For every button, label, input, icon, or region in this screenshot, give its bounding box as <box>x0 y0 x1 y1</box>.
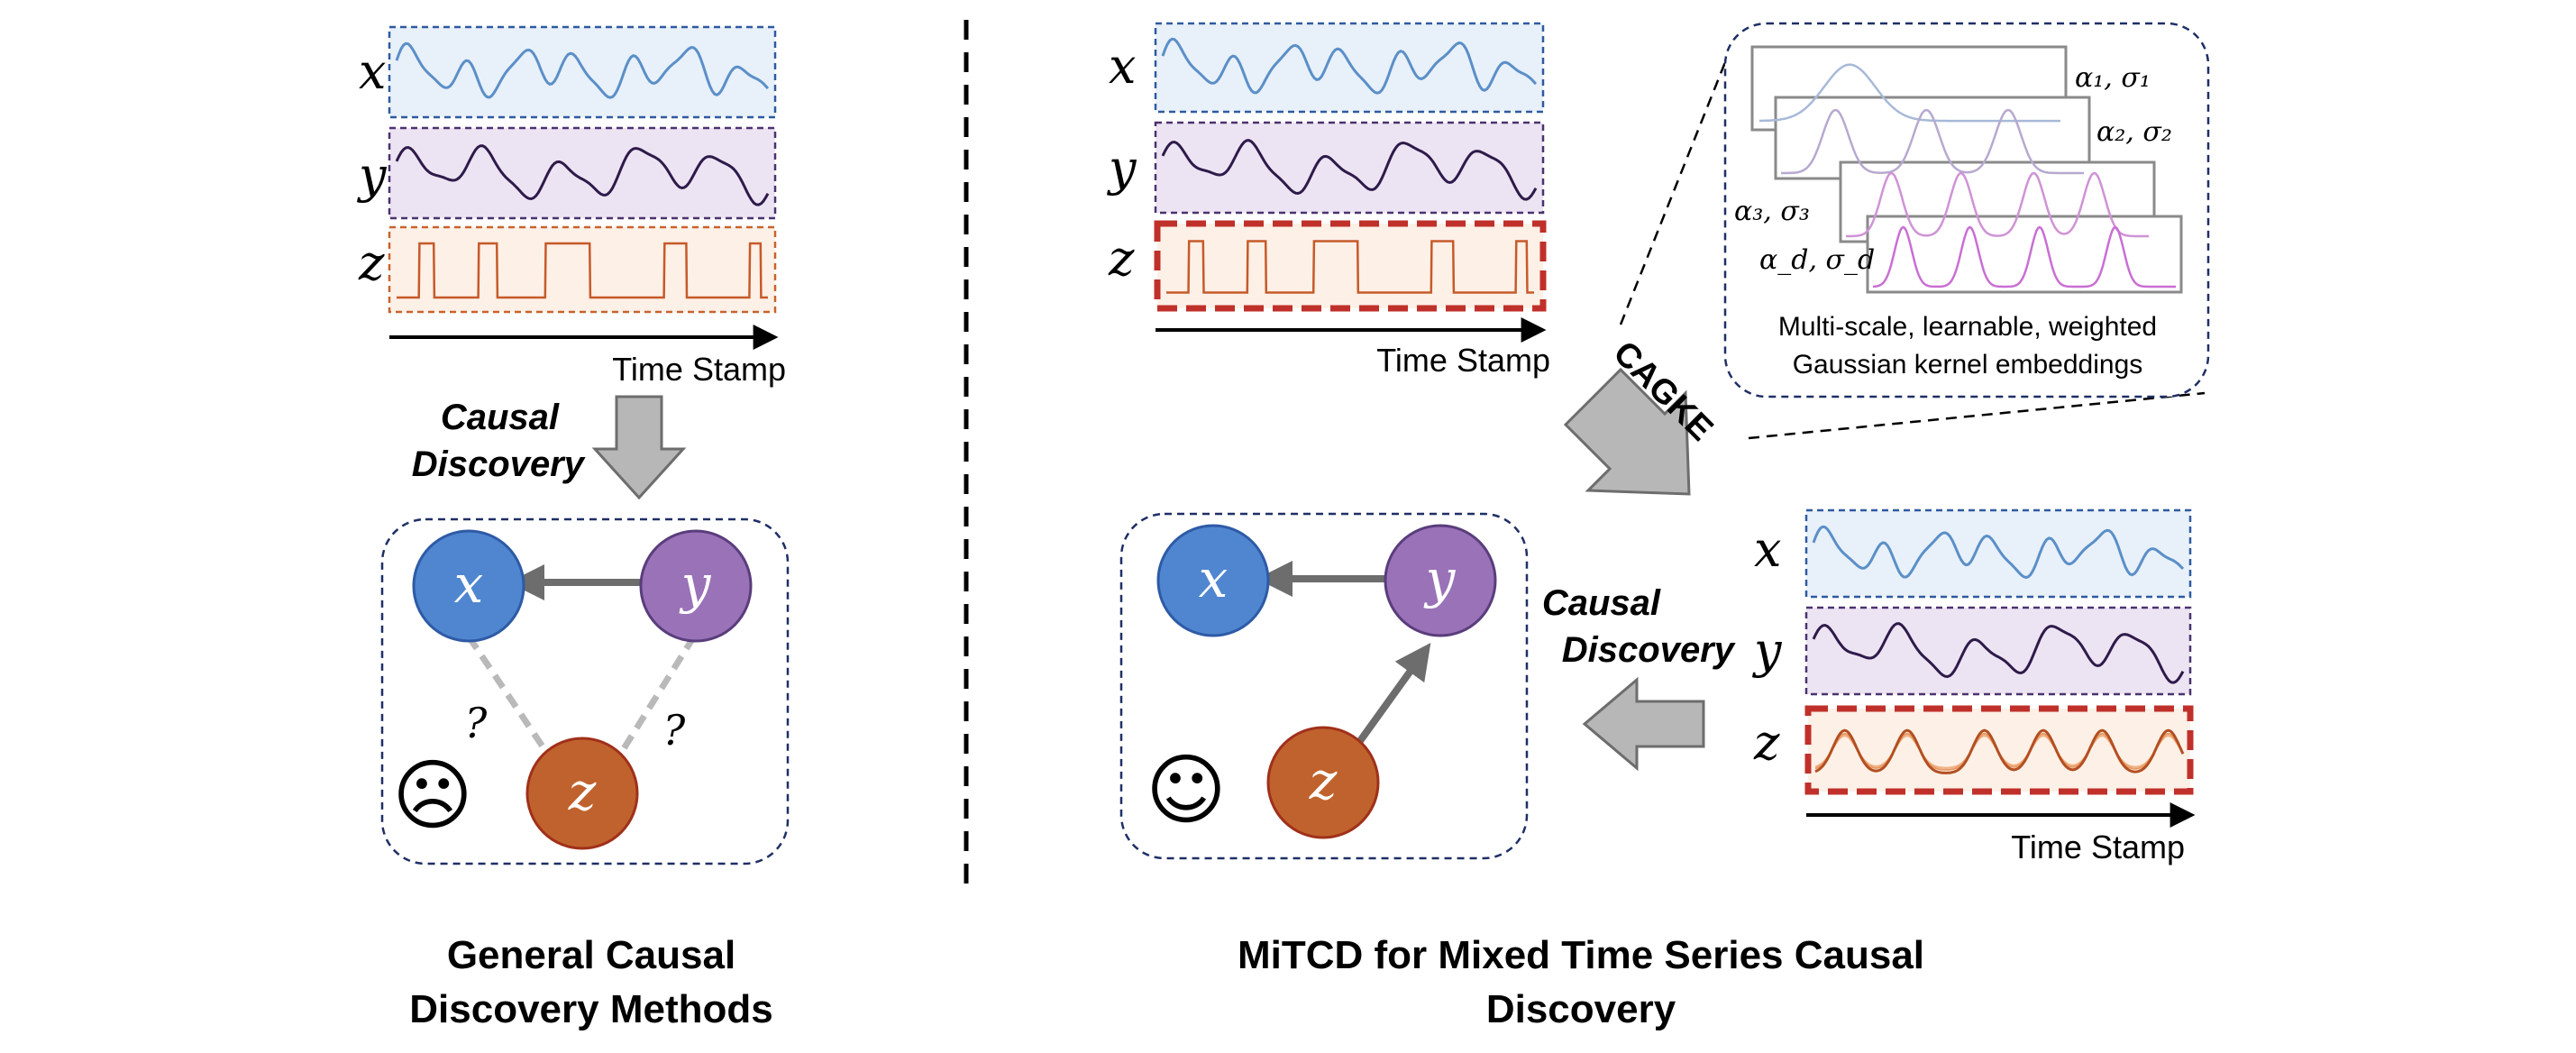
right-node-z <box>1266 726 1380 839</box>
out-z-series-line <box>1814 728 2185 774</box>
out-y-label: y <box>1752 622 1783 679</box>
out-z-label: z <box>1753 714 1780 771</box>
left-z-series-box <box>388 225 777 314</box>
left-caption-line1: General Causal <box>447 933 735 977</box>
left-unknown-mark-2: ? <box>663 706 686 755</box>
right-graph-box <box>1119 512 1529 860</box>
left-node-z-label: z <box>568 761 597 822</box>
right-time-axis-label: Time Stamp <box>1376 342 1550 379</box>
right-caption-line2: Discovery <box>1486 987 1676 1031</box>
left-node-y <box>639 529 753 643</box>
left-discovery-arrow <box>591 395 687 500</box>
kernel-curve-3 <box>1846 171 2149 238</box>
right-x-series-box <box>1154 22 1545 114</box>
right-x-label: x <box>1109 38 1136 95</box>
right-z-series-box <box>1154 220 1547 312</box>
right-y-series-box <box>1154 121 1545 215</box>
kernel-caption-line2: Gaussian kernel embeddings <box>1793 350 2143 380</box>
left-time-axis-label: Time Stamp <box>612 351 786 388</box>
left-unknown-mark-1: ? <box>465 699 488 747</box>
out-y-series-box <box>1804 606 2192 696</box>
kernel-param-2: α₂, σ₂ <box>2096 116 2172 148</box>
kernel-curve-2 <box>1781 108 2084 175</box>
out-x-series-line <box>1812 525 2185 580</box>
right-node-y-label: y <box>1423 548 1457 609</box>
kernel-param-3: α₃, σ₃ <box>1734 196 1810 227</box>
left-node-x <box>412 529 525 643</box>
left-graph-box <box>380 517 790 865</box>
right-discovery-step: Causal Discovery <box>1542 583 1736 772</box>
left-y-series-line <box>395 144 770 206</box>
kernel-curve-1 <box>1759 63 2060 123</box>
left-x-label: x <box>359 43 386 100</box>
right-node-z-label: z <box>1309 750 1338 811</box>
cagke-step: CAGKE <box>1563 334 1720 496</box>
left-caption-line2: Discovery Methods <box>409 987 772 1031</box>
left-node-x-label: x <box>454 554 484 615</box>
sad-face-icon: ☹ <box>392 751 473 841</box>
cagke-arrow <box>1563 367 1691 496</box>
left-edge-y-z-unknown <box>616 635 697 759</box>
left-y-label: y <box>357 147 388 204</box>
smile-face-icon: ☺ <box>1146 746 1227 836</box>
left-panel: x y z Time Stamp Causal Discovery x y z … <box>357 25 790 1031</box>
out-time-axis-label: Time Stamp <box>2011 829 2185 865</box>
right-node-y <box>1384 524 1497 637</box>
left-x-series-line <box>395 41 770 99</box>
out-x-label: x <box>1754 521 1781 578</box>
kernel-caption-line1: Multi-scale, learnable, weighted <box>1778 312 2157 342</box>
kernel-embedding-panel: α₁, σ₁ α₂, σ₂ α₃, σ₃ α_d, σ_d Multi-scal… <box>1723 22 2210 398</box>
right-x-series-line <box>1161 37 1538 95</box>
right-caption-line1: MiTCD for Mixed Time Series Causal <box>1238 933 1924 977</box>
left-y-series-box <box>388 126 777 220</box>
left-x-series-box <box>388 25 777 119</box>
left-discovery-label-line2: Discovery <box>412 444 586 484</box>
zoom-line-bottom <box>1748 391 2206 440</box>
right-output-series: x y z Time Stamp <box>1752 508 2196 865</box>
out-x-series-box <box>1804 508 2192 599</box>
kernel-param-4: α_d, σ_d <box>1759 244 1875 276</box>
left-z-label: z <box>358 234 385 291</box>
out-y-series-line <box>1812 622 2185 684</box>
right-y-series-line <box>1161 139 1538 201</box>
left-discovery-label-line1: Causal <box>441 398 560 437</box>
right-input-series: x y z Time Stamp <box>1107 22 1550 379</box>
right-causal-graph: x y z ☺ <box>1119 512 1529 860</box>
right-discovery-label-line2: Discovery <box>1562 630 1736 670</box>
right-discovery-label-line1: Causal <box>1542 583 1661 623</box>
right-z-label: z <box>1108 230 1135 287</box>
kernel-param-1: α₁, σ₁ <box>2075 62 2151 94</box>
right-node-x <box>1156 524 1270 637</box>
left-z-series-line <box>397 242 768 299</box>
kernel-curve-4 <box>1872 225 2176 288</box>
right-edge-z-to-y <box>1354 643 1431 747</box>
left-edge-x-z-unknown <box>466 635 553 759</box>
right-node-x-label: x <box>1199 548 1229 609</box>
zoom-line-top <box>1619 39 1736 325</box>
out-z-series-box <box>1804 705 2194 795</box>
right-y-label: y <box>1107 140 1137 197</box>
left-node-z <box>525 737 639 850</box>
right-z-series-line <box>1166 240 1534 294</box>
left-node-y-label: y <box>679 554 712 615</box>
right-discovery-arrow <box>1582 676 1705 772</box>
